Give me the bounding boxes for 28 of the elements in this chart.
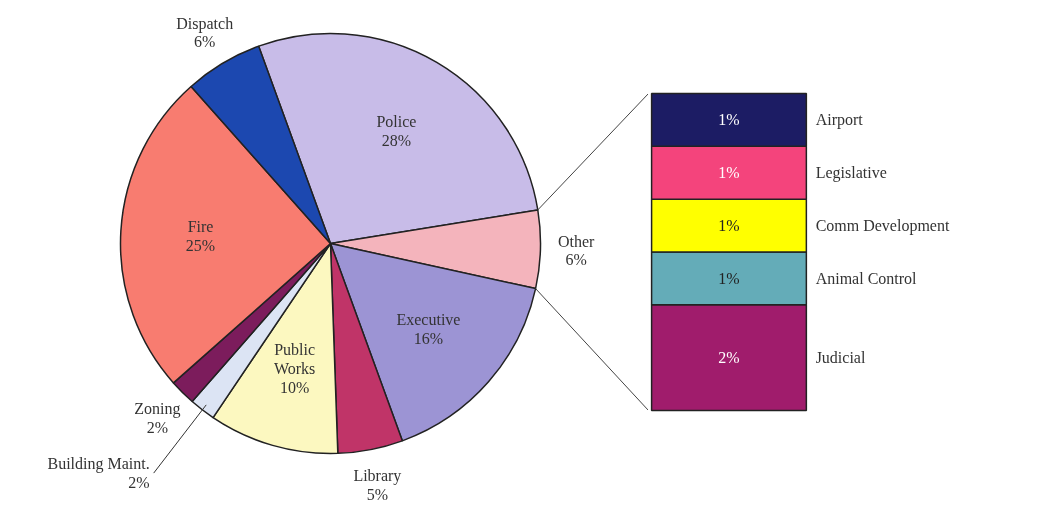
slice-label: Building Maint. (47, 455, 150, 474)
series-label: Airport (815, 111, 864, 130)
data-label: 1% (718, 269, 740, 287)
slice-label: Police (376, 113, 417, 131)
data-label: 2% (146, 418, 169, 436)
data-label: 28% (381, 132, 412, 150)
data-label: 2% (718, 349, 740, 367)
series-label: Judicial (815, 349, 866, 367)
data-label: 10% (279, 378, 310, 396)
slice-label: Dispatch (176, 14, 234, 33)
slice-label: Public Works (273, 341, 316, 378)
data-label: 6% (565, 251, 587, 269)
slice-label: Other (557, 232, 595, 250)
data-label: 6% (194, 33, 216, 51)
slice-label: Executive (396, 311, 461, 329)
data-label: 16% (413, 330, 444, 348)
series-label: Comm Development (815, 217, 950, 236)
data-label: 2% (128, 473, 150, 491)
slice-label: Zoning (134, 399, 181, 418)
series-label: Legislative (815, 164, 887, 183)
data-label: 5% (366, 485, 389, 503)
data-label: 1% (718, 111, 740, 129)
data-label: 1% (718, 217, 740, 235)
slice-label: Fire (187, 217, 214, 235)
series-label: Animal Control (815, 269, 918, 287)
data-label: 1% (718, 164, 740, 182)
data-label: 25% (185, 236, 216, 254)
slice-label: Library (353, 466, 402, 485)
